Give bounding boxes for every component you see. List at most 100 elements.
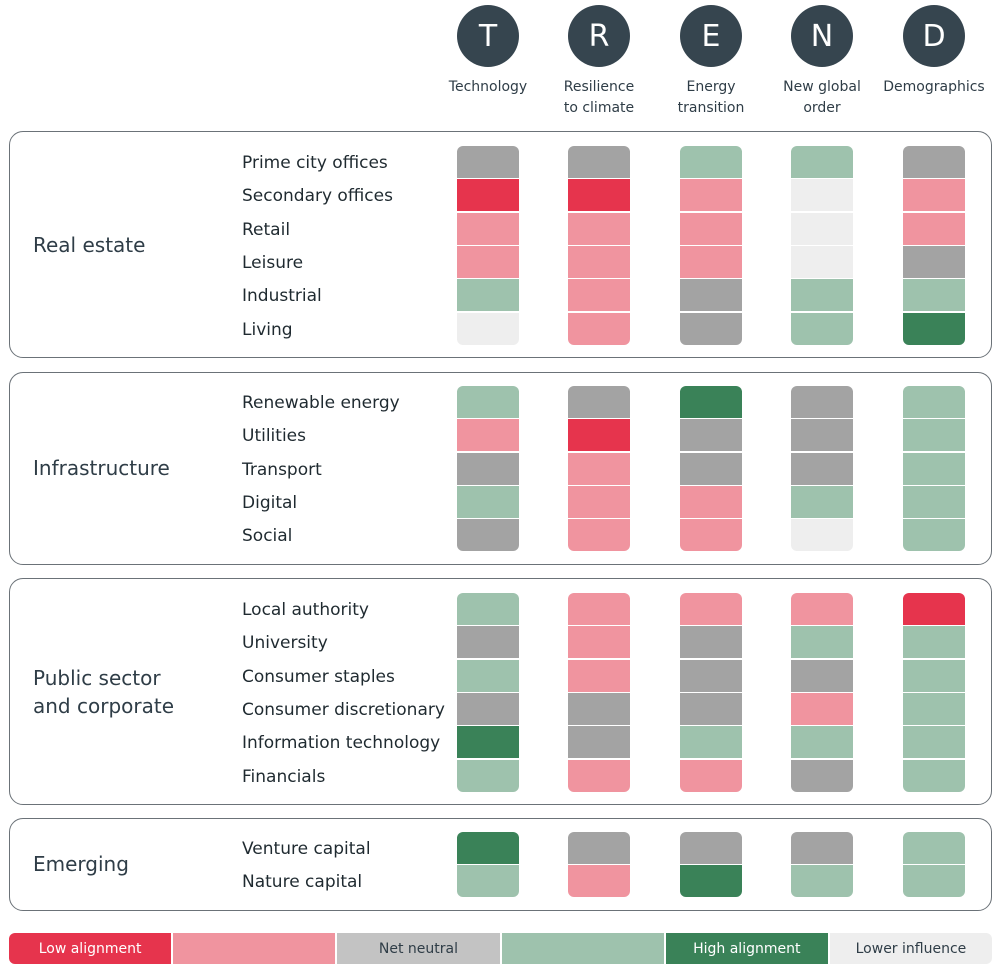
heatmap-cell-retail-energy-transition — [680, 212, 742, 245]
heatmap-cell-nature-capital-new-global-order — [791, 865, 853, 898]
heatmap-cell-university-demographics — [903, 626, 965, 659]
heatmap-cell-prime-city-offices-resilience-to-climate — [568, 146, 630, 178]
legend-item-ml — [173, 933, 336, 964]
column-header-technology: T Technology — [428, 5, 548, 98]
column-header-resilience-to-climate: R Resilience to climate — [539, 5, 659, 119]
heatmap-cell-nature-capital-technology — [457, 865, 519, 898]
heatmap-cell-transport-resilience-to-climate — [568, 452, 630, 485]
heatmap-cell-consumer-staples-technology — [457, 659, 519, 692]
heatmap-cell-leisure-technology — [457, 245, 519, 278]
heatmap-cell-utilities-resilience-to-climate — [568, 419, 630, 452]
heatmap-cell-local-authority-energy-transition — [680, 593, 742, 625]
row-label-local-authority: Local authority — [242, 600, 369, 620]
heatmap-cell-venture-capital-demographics — [903, 832, 965, 864]
heatmap-cell-digital-demographics — [903, 485, 965, 518]
heatmap-cell-information-technology-new-global-order — [791, 726, 853, 759]
heatmap-cell-consumer-discretionary-new-global-order — [791, 692, 853, 725]
heatmap-cell-venture-capital-resilience-to-climate — [568, 832, 630, 864]
column-header-demographics: D Demographics — [874, 5, 994, 98]
legend-item-lower-influence: Lower influence — [829, 933, 993, 964]
heatmap-cell-social-resilience-to-climate — [568, 519, 630, 552]
column-header-new-global-order: N New global order — [762, 5, 882, 119]
heatmap-cell-consumer-discretionary-demographics — [903, 692, 965, 725]
column-letter-badge: T — [457, 5, 519, 67]
heatmap-cell-renewable-energy-resilience-to-climate — [568, 386, 630, 418]
heatmap-cell-prime-city-offices-new-global-order — [791, 146, 853, 178]
column-letter-badge: E — [680, 5, 742, 67]
column-letter-badge: R — [568, 5, 630, 67]
section-title: Infrastructure — [33, 456, 170, 481]
heatmap-cell-social-technology — [457, 519, 519, 552]
column-letter-badge: N — [791, 5, 853, 67]
legend-item-net-neutral: Net neutral — [337, 933, 500, 964]
heatmap-cell-information-technology-technology — [457, 726, 519, 759]
heatmap-cell-leisure-new-global-order — [791, 245, 853, 278]
heatmap-cell-leisure-energy-transition — [680, 245, 742, 278]
row-label-social: Social — [242, 526, 293, 547]
row-label-university: University — [242, 633, 328, 654]
heatmap-cell-venture-capital-new-global-order — [791, 832, 853, 864]
heatmap-cell-retail-technology — [457, 212, 519, 245]
heatmap-cell-financials-resilience-to-climate — [568, 759, 630, 792]
row-label-retail: Retail — [242, 219, 291, 240]
heatmap-cell-venture-capital-energy-transition — [680, 832, 742, 864]
heatmap-cell-financials-technology — [457, 759, 519, 792]
heatmap-cell-renewable-energy-energy-transition — [680, 386, 742, 418]
heatmap-cell-utilities-demographics — [903, 419, 965, 452]
heatmap-cell-local-authority-technology — [457, 593, 519, 625]
section-infrastructure — [9, 372, 992, 565]
legend: Low alignment Net neutral High alignment Lo… — [9, 933, 993, 964]
heatmap-cell-retail-resilience-to-climate — [568, 212, 630, 245]
row-label-consumer-discretionary: Consumer discretionary — [242, 699, 445, 720]
heatmap-cell-secondary-offices-energy-transition — [680, 179, 742, 212]
heatmap-cell-digital-new-global-order — [791, 485, 853, 518]
trend-header: T Technology R Resilience to climate E Energy… — [0, 0, 1000, 125]
row-label-prime-city-offices: Prime city offices — [242, 153, 388, 173]
heatmap-cell-industrial-technology — [457, 279, 519, 312]
heatmap-cell-digital-technology — [457, 485, 519, 518]
column-label: Technology — [448, 79, 528, 95]
heatmap-cell-consumer-staples-energy-transition — [680, 659, 742, 692]
heatmap-cell-university-resilience-to-climate — [568, 626, 630, 659]
section-emerging — [9, 818, 992, 911]
row-label-consumer-staples: Consumer staples — [242, 666, 395, 687]
heatmap-cell-consumer-staples-resilience-to-climate — [568, 659, 630, 692]
heatmap-cell-transport-energy-transition — [680, 452, 742, 485]
heatmap-cell-secondary-offices-technology — [457, 179, 519, 212]
heatmap-cell-university-new-global-order — [791, 626, 853, 659]
row-label-leisure: Leisure — [242, 252, 304, 273]
heatmap-cell-prime-city-offices-demographics — [903, 146, 965, 178]
column-letter-badge: D — [903, 5, 965, 67]
heatmap-cell-digital-energy-transition — [680, 485, 742, 518]
heatmap-cell-prime-city-offices-energy-transition — [680, 146, 742, 178]
heatmap-cell-digital-resilience-to-climate — [568, 485, 630, 518]
row-label-utilities: Utilities — [242, 426, 306, 447]
heatmap-cell-secondary-offices-demographics — [903, 179, 965, 212]
row-label-renewable-energy: Renewable energy — [242, 393, 400, 413]
heatmap-cell-information-technology-resilience-to-climate — [568, 726, 630, 759]
column-label: Energy transition — [677, 79, 745, 116]
heatmap-cell-venture-capital-technology — [457, 832, 519, 864]
heatmap-cell-living-technology — [457, 312, 519, 345]
heatmap-cell-industrial-new-global-order — [791, 279, 853, 312]
section-title: Public sector and corporate — [33, 665, 174, 718]
heatmap-cell-industrial-resilience-to-climate — [568, 279, 630, 312]
heatmap-cell-nature-capital-resilience-to-climate — [568, 865, 630, 898]
row-label-living: Living — [242, 319, 293, 340]
heatmap-cell-information-technology-energy-transition — [680, 726, 742, 759]
heatmap-cell-nature-capital-demographics — [903, 865, 965, 898]
heatmap-cell-renewable-energy-new-global-order — [791, 386, 853, 418]
column-label: New global order — [783, 79, 861, 116]
column-label: Resilience to climate — [563, 79, 635, 116]
section-public-sector-and-corporate — [9, 578, 992, 805]
section-title: Real estate — [33, 232, 146, 257]
heatmap-cell-utilities-energy-transition — [680, 419, 742, 452]
heatmap-cell-local-authority-new-global-order — [791, 593, 853, 625]
heatmap-cell-living-demographics — [903, 312, 965, 345]
heatmap-cell-transport-technology — [457, 452, 519, 485]
heatmap-cell-information-technology-demographics — [903, 726, 965, 759]
row-label-financials: Financials — [242, 766, 326, 787]
heatmap-cell-industrial-energy-transition — [680, 279, 742, 312]
heatmap-cell-financials-demographics — [903, 759, 965, 792]
heatmap-cell-transport-demographics — [903, 452, 965, 485]
